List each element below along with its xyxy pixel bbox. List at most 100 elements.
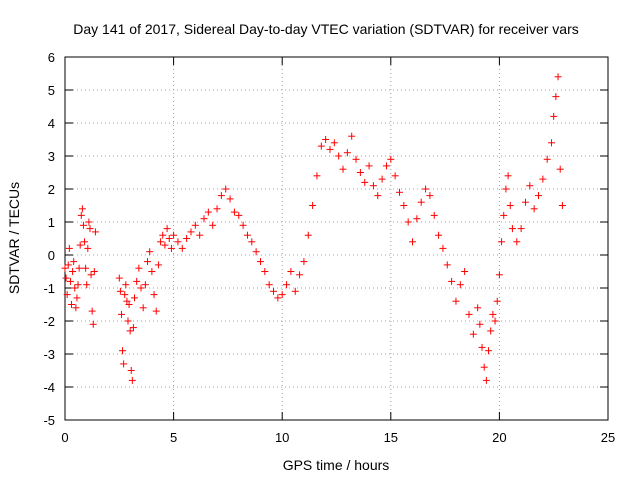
data-point: [129, 324, 137, 332]
x-tick-label: 10: [275, 430, 289, 445]
data-point: [339, 165, 347, 173]
data-point: [322, 136, 330, 143]
y-tick-label: 3: [48, 149, 55, 164]
data-point: [117, 310, 125, 318]
data-point: [91, 228, 99, 236]
data-point: [489, 310, 497, 318]
data-point: [161, 241, 169, 249]
data-point: [558, 202, 566, 209]
data-point: [87, 271, 95, 279]
data-point: [128, 376, 136, 384]
data-point: [133, 277, 141, 285]
data-point: [170, 231, 178, 239]
data-point: [361, 178, 369, 186]
data-point: [365, 162, 373, 170]
data-point: [217, 192, 225, 200]
data-point: [409, 238, 417, 246]
data-point: [243, 231, 251, 239]
data-point: [485, 347, 493, 355]
data-point: [283, 281, 291, 289]
y-axis: -5 -4 -3 -2 -1 0 1 2 3 4 5 6: [43, 50, 608, 428]
data-point: [539, 175, 547, 183]
data-point: [422, 185, 430, 193]
data-point: [374, 192, 382, 200]
data-point: [178, 244, 186, 252]
data-point: [115, 274, 123, 282]
data-point: [239, 221, 247, 229]
data-point: [76, 241, 84, 249]
data-point: [187, 228, 195, 236]
data-point: [300, 258, 308, 266]
data-point: [137, 284, 145, 292]
data-point: [139, 304, 147, 312]
data-point: [287, 268, 295, 275]
data-point: [265, 281, 273, 289]
data-point: [183, 235, 191, 242]
data-point: [309, 202, 317, 209]
data-point: [72, 304, 80, 312]
data-point: [70, 258, 78, 266]
data-point: [144, 258, 152, 266]
data-point: [165, 235, 173, 242]
data-point: [356, 169, 364, 176]
data-point: [131, 294, 139, 302]
x-tick-label: 5: [170, 430, 177, 445]
y-tick-label: 6: [48, 50, 55, 65]
data-point: [456, 281, 464, 289]
data-point: [124, 317, 132, 325]
data-point: [369, 182, 377, 190]
data-point: [313, 172, 321, 180]
data-point: [476, 320, 484, 328]
y-tick-label: -2: [43, 314, 55, 329]
data-point: [413, 215, 421, 223]
data-point: [141, 281, 149, 289]
data-point: [167, 244, 175, 252]
data-point: [150, 291, 158, 299]
data-point: [491, 317, 499, 325]
data-point: [64, 261, 72, 269]
data-point: [500, 211, 508, 219]
chart-title: Day 141 of 2017, Sidereal Day-to-day VTE…: [73, 21, 579, 37]
data-point: [127, 367, 135, 374]
data-point: [504, 172, 512, 180]
data-point: [226, 195, 234, 203]
data-point: [317, 142, 325, 150]
data-point: [439, 244, 447, 252]
data-point: [482, 376, 490, 384]
data-point: [498, 238, 506, 246]
data-point: [256, 258, 264, 266]
x-tick-label: 15: [384, 430, 398, 445]
data-point: [75, 264, 83, 272]
data-point: [330, 139, 338, 147]
data-point: [204, 208, 212, 216]
data-point: [404, 218, 412, 226]
data-point: [248, 238, 256, 246]
data-point: [469, 330, 477, 338]
data-point: [352, 155, 360, 163]
data-point: [382, 162, 390, 170]
data-point: [63, 291, 71, 299]
y-axis-label: SDTVAR / TECUs: [6, 182, 22, 294]
data-point: [426, 192, 434, 200]
data-point: [296, 271, 304, 279]
y-tick-label: 1: [48, 215, 55, 230]
y-tick-label: 4: [48, 116, 55, 131]
data-point: [73, 294, 81, 302]
data-point: [391, 172, 399, 180]
data-point: [235, 211, 243, 219]
y-tick-label: 5: [48, 83, 55, 98]
data-point: [274, 294, 282, 302]
data-point: [135, 264, 143, 272]
y-tick-label: 2: [48, 182, 55, 197]
data-point: [435, 231, 443, 239]
data-point: [548, 139, 556, 147]
data-point: [348, 132, 356, 140]
data-point: [148, 268, 156, 275]
data-point: [62, 274, 70, 282]
data-point: [85, 218, 93, 226]
data-point: [278, 291, 286, 299]
data-point: [146, 248, 154, 256]
data-series-vars: [61, 73, 566, 384]
data-point: [270, 287, 278, 295]
data-point: [508, 225, 516, 233]
